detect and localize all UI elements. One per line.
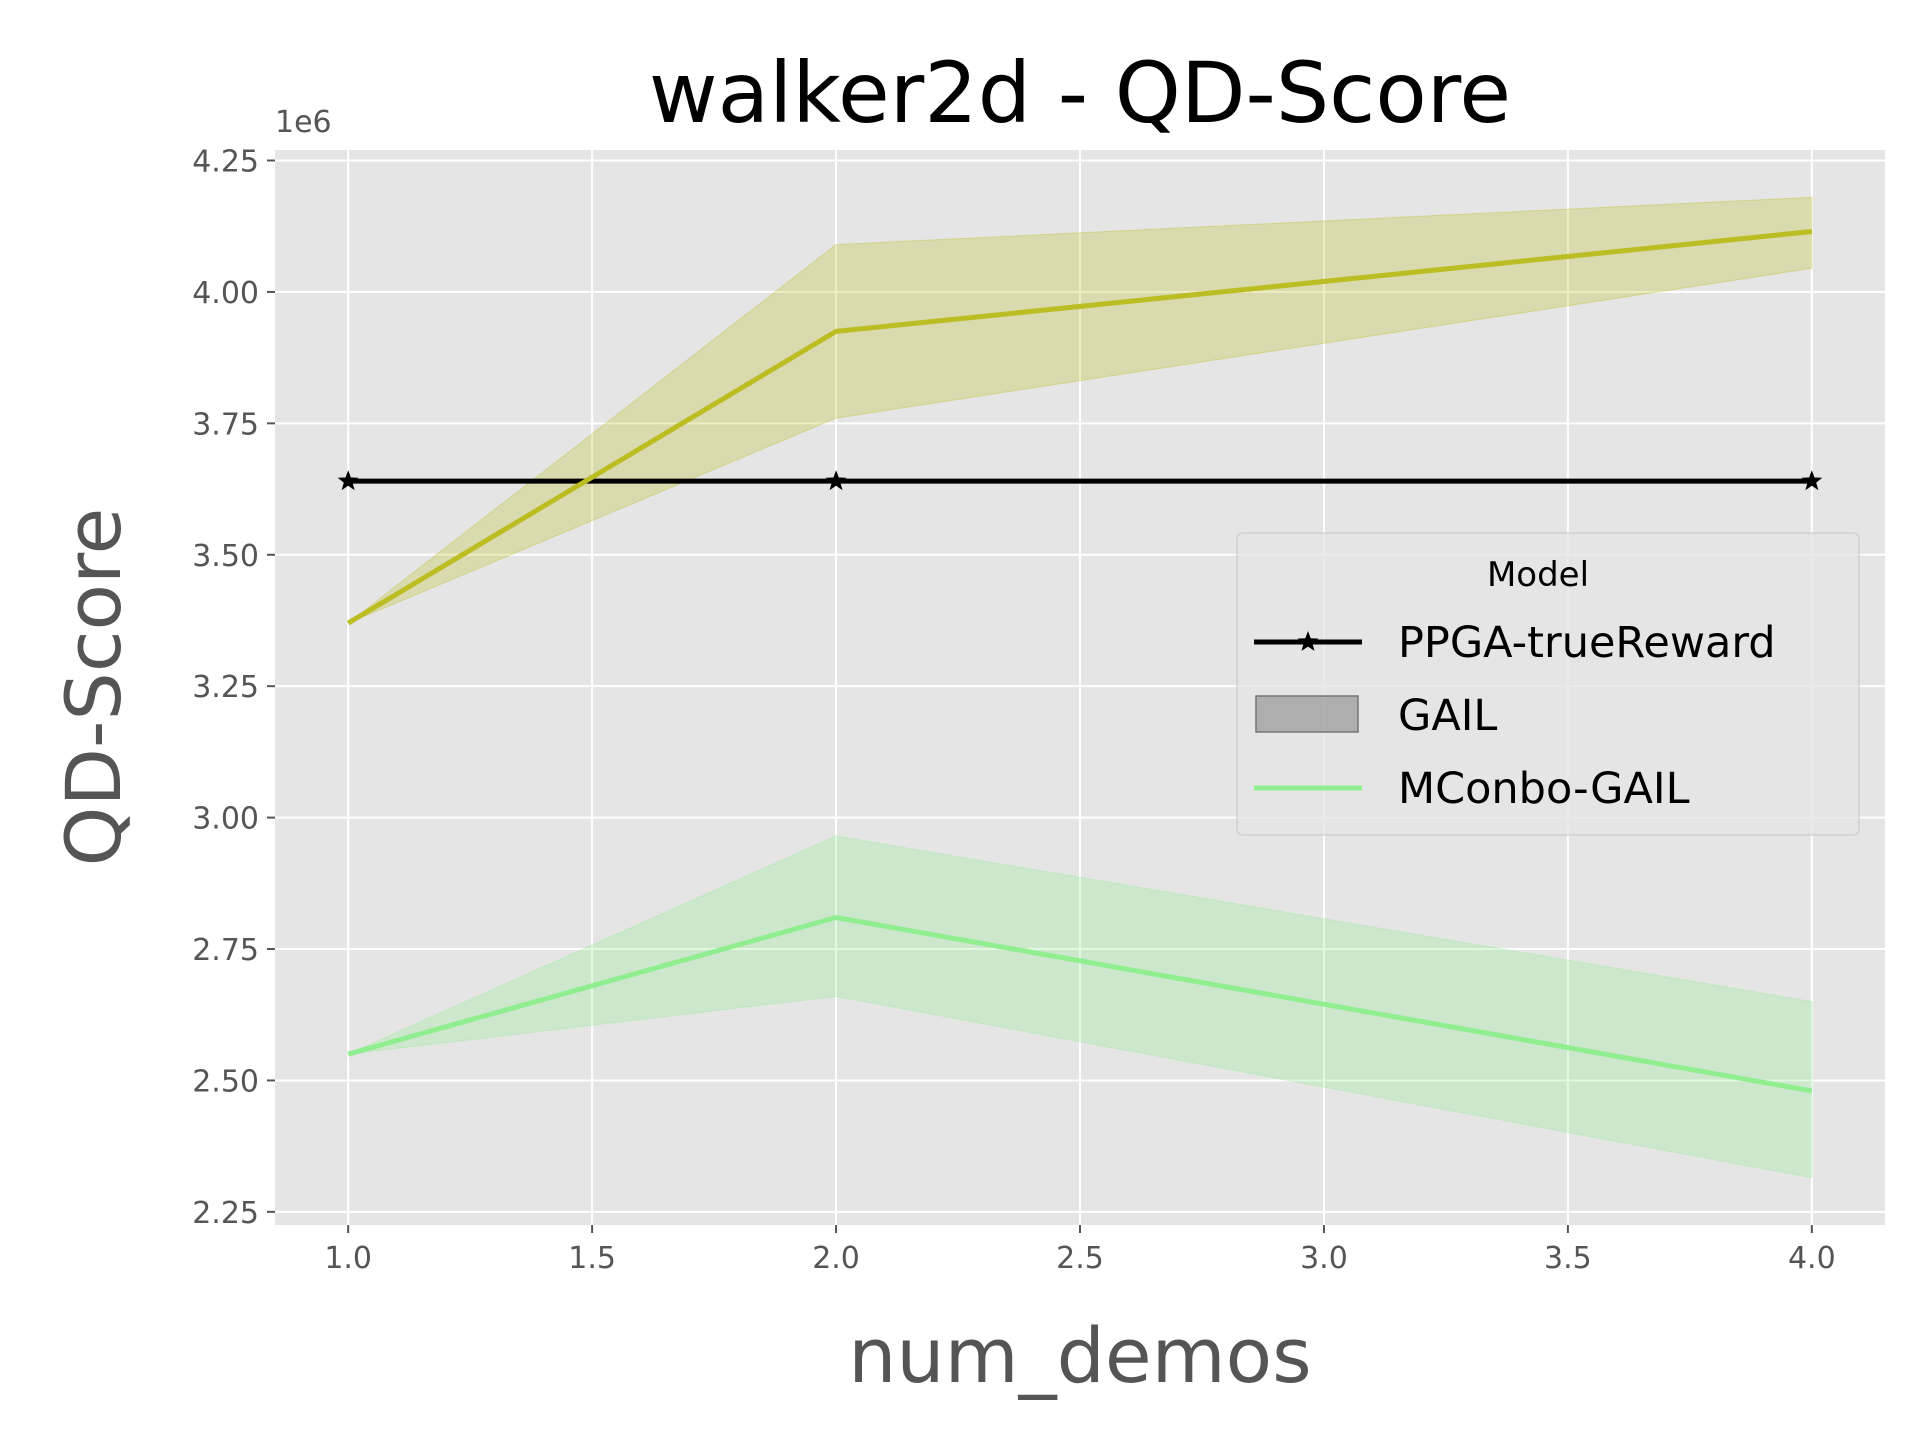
x-tick-label: 4.0 [1788, 1241, 1836, 1276]
legend: Model PPGA-trueReward GAIL MConbo-GAIL [1236, 532, 1860, 836]
point-ppga-truereward [337, 470, 359, 491]
x-tick-label: 3.5 [1544, 1241, 1592, 1276]
x-axis-label: num_demos [848, 1311, 1312, 1400]
legend-star-marker [1297, 631, 1319, 651]
point-ppga-truereward [825, 470, 847, 491]
x-tick-label: 1.0 [324, 1241, 372, 1276]
y-axis-label: QD-Score [49, 508, 138, 867]
axis-ticks: 1.0 1.5 2.0 2.5 3.0 3.5 4.0 2.25 2.50 2.75 3.00 3.2… [192, 145, 1835, 1276]
point-ppga-truereward [1801, 470, 1823, 491]
x-tick-label: 2.5 [1056, 1241, 1104, 1276]
line-gail [346, 228, 1813, 626]
y-tick-label: 4.00 [192, 276, 259, 311]
legend-label-ppga-truereward: PPGA-trueReward [1398, 618, 1776, 668]
x-tick-label: 3.0 [1300, 1241, 1348, 1276]
y-tick-label: 3.75 [192, 407, 259, 442]
legend-box [1236, 532, 1860, 836]
y-tick-label: 4.25 [192, 145, 259, 180]
y-tick-label: 3.50 [192, 539, 259, 574]
x-tick-label: 2.0 [812, 1241, 860, 1276]
y-tick-label: 2.50 [192, 1064, 259, 1099]
chart-title: walker2d - QD-Score [649, 44, 1511, 142]
legend-swatch-gail [1255, 695, 1359, 733]
legend-label-gail: GAIL [1398, 691, 1497, 741]
series-markers [337, 470, 1823, 491]
line-mconbo-gail [347, 914, 1813, 1094]
y-tick-label: 3.00 [192, 802, 259, 837]
x-tick-label: 1.5 [568, 1241, 616, 1276]
y-tick-label: 2.75 [192, 933, 259, 968]
legend-title: Model [1487, 555, 1589, 595]
legend-label-mconbo-gail: MConbo-GAIL [1398, 764, 1690, 814]
y-tick-label: 3.25 [192, 670, 259, 705]
y-axis-multiplier: 1e6 [275, 105, 332, 140]
y-tick-label: 2.25 [192, 1196, 259, 1231]
